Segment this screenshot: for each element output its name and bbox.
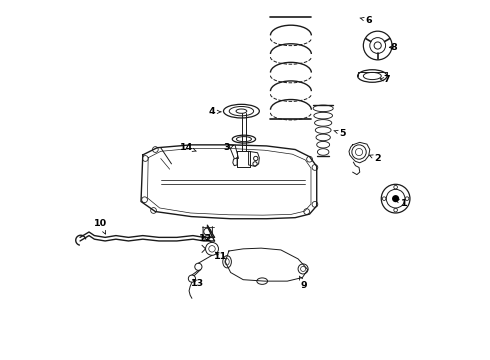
Text: 11: 11 [214,252,227,261]
Text: 4: 4 [209,107,221,116]
Text: 7: 7 [380,75,390,84]
Text: 6: 6 [360,16,372,25]
Text: 5: 5 [334,129,346,138]
Text: 13: 13 [191,279,204,288]
Text: 9: 9 [299,276,308,290]
Text: 14: 14 [180,143,196,152]
Text: 8: 8 [389,43,397,52]
Text: 1: 1 [395,199,408,208]
Circle shape [392,195,399,202]
Text: 12: 12 [199,234,212,243]
Text: 10: 10 [94,219,107,234]
Text: 3: 3 [224,143,234,152]
Text: 2: 2 [369,154,381,163]
